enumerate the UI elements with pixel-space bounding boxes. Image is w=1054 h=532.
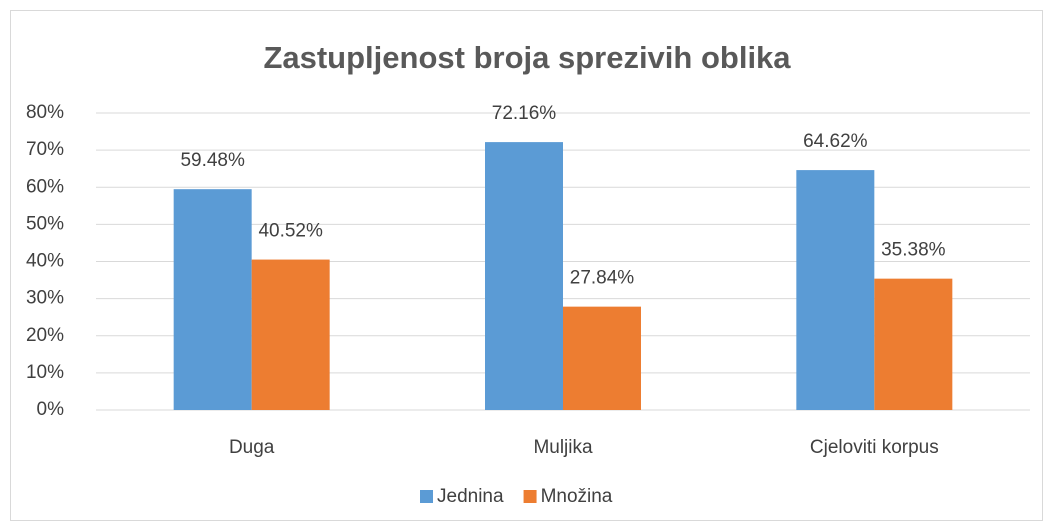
y-tick-label: 20%: [26, 325, 64, 346]
x-tick-label: Muljika: [533, 437, 593, 458]
chart-title: Zastupljenost broja sprezivih oblika: [263, 40, 791, 75]
legend-swatch: [523, 490, 537, 503]
y-tick-label: 10%: [26, 362, 64, 383]
x-tick-label: Duga: [229, 437, 275, 458]
bar: [485, 142, 563, 410]
x-tick-label: Cjeloviti korpus: [810, 437, 939, 458]
bar: [796, 170, 875, 410]
y-tick-label: 40%: [26, 251, 64, 272]
data-label: 40.52%: [258, 221, 323, 242]
y-tick-label: 80%: [26, 102, 64, 123]
y-tick-label: 60%: [26, 176, 64, 197]
legend-label: Jednina: [437, 486, 504, 507]
bar: [563, 306, 641, 410]
bar: [874, 278, 953, 410]
data-label: 72.16%: [492, 103, 557, 124]
data-label: 64.62%: [803, 131, 868, 152]
y-tick-label: 70%: [26, 139, 64, 160]
data-label: 27.84%: [570, 268, 635, 289]
data-label: 35.38%: [881, 240, 946, 261]
y-tick-label: 50%: [26, 213, 64, 234]
y-tick-label: 30%: [26, 288, 64, 309]
bar: [251, 259, 330, 410]
legend-swatch: [420, 490, 433, 503]
data-label: 59.48%: [180, 150, 245, 171]
legend-label: Množina: [541, 486, 613, 507]
y-tick-label: 0%: [37, 399, 65, 420]
bar: [173, 189, 252, 410]
